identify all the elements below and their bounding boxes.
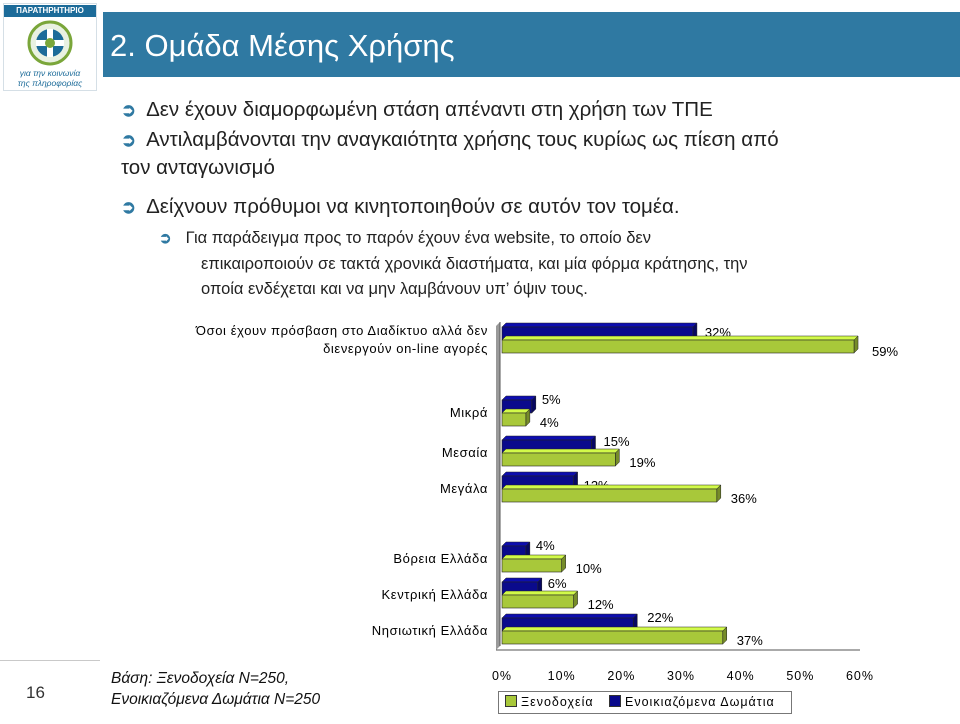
- slide-header: ΠΑΡΑΤΗΡΗΤΗΡΙΟ για την κοινωνία της πληρο…: [0, 0, 960, 95]
- data-label: 36%: [731, 491, 757, 506]
- observatory-logo: ΠΑΡΑΤΗΡΗΤΗΡΙΟ για την κοινωνία της πληρο…: [3, 3, 97, 91]
- bullet-2-text: Αντιλαμβάνονται την αναγκαιότητα χρήσης …: [146, 128, 779, 151]
- bar: [501, 488, 718, 503]
- data-label: 5%: [542, 392, 561, 407]
- bar-top-face: [501, 448, 620, 454]
- legend-item-hotels: Ξενοδοχεία: [505, 695, 594, 709]
- bar: [501, 594, 574, 609]
- data-label: 15%: [604, 434, 630, 449]
- bullet-2-continued: τον ανταγωνισμό: [121, 155, 275, 181]
- arrow-bullet-icon: ➲: [121, 197, 137, 217]
- bar: [501, 339, 855, 354]
- data-label: 59%: [872, 344, 898, 359]
- sample-base-note: Βάση: Ξενοδοχεία Ν=250, Ενοικιαζόμενα Δω…: [111, 668, 320, 710]
- legend-swatch-hotels: [505, 695, 517, 707]
- bullet-3: ➲ Δείχνουν πρόθυμοι να κινητοποιηθούν σε …: [121, 194, 680, 220]
- category-label: Βόρεια Ελλάδα: [393, 551, 488, 566]
- slide-title: 2. Ομάδα Μέσης Χρήσης: [110, 28, 455, 63]
- bar: [501, 630, 724, 645]
- x-tick-label: 20%: [607, 669, 635, 683]
- x-tick-label: 40%: [727, 669, 755, 683]
- x-tick-label: 0%: [492, 669, 512, 683]
- bullet-2: ➲ Αντιλαμβάνονται την αναγκαιότητα χρήσης…: [121, 127, 779, 153]
- bar-top-face: [501, 554, 567, 560]
- bar-top-face: [501, 484, 722, 490]
- category-label: Μικρά: [450, 405, 488, 420]
- category-label: Μεσαία: [442, 445, 488, 460]
- x-tick-label: 30%: [667, 669, 695, 683]
- data-label: 10%: [576, 561, 602, 576]
- arrow-bullet-icon: ➲: [121, 130, 137, 150]
- bar: [501, 412, 527, 427]
- bullet-1: ➲ Δεν έχουν διαμορφωμένη στάση απέναντι σ…: [121, 97, 713, 123]
- bar-top-face: [501, 408, 531, 414]
- footer-divider: [0, 660, 100, 661]
- legend-swatch-rooms: [609, 695, 621, 707]
- sub-bullet: ➲ Για παράδειγμα προς το παρόν έχουν ένα …: [159, 226, 651, 251]
- sub-bullet-line-1: Για παράδειγμα προς το παρόν έχουν ένα w…: [185, 229, 652, 247]
- data-label: 12%: [588, 597, 614, 612]
- data-label: 6%: [548, 576, 567, 591]
- category-label: Νησιωτική Ελλάδα: [372, 623, 488, 638]
- bar-top-face: [501, 577, 543, 583]
- base-note-line-2: Ενοικιαζόμενα Δωμάτια Ν=250: [111, 691, 321, 708]
- logo-emblem-icon: [27, 20, 73, 66]
- arrow-bullet-icon: ➲: [121, 100, 137, 120]
- data-label: 4%: [536, 538, 555, 553]
- page-number: 16: [26, 683, 45, 702]
- axis-wall: [496, 322, 500, 650]
- x-tick-label: 50%: [786, 669, 814, 683]
- data-label: 19%: [629, 455, 655, 470]
- legend-label-rooms: Ενοικιαζόμενα Δωμάτια: [625, 695, 775, 709]
- bar: [501, 452, 616, 467]
- data-label: 22%: [647, 610, 673, 625]
- sub-bullet-line-3: οποία ενδέχεται και να μην λαμβάνουν υπ’…: [201, 280, 588, 298]
- category-label: Όσοι έχουν πρόσβαση στο Διαδίκτυο αλλά δ…: [195, 323, 488, 338]
- data-label: 4%: [540, 415, 559, 430]
- bar-top-face: [501, 590, 579, 596]
- x-tick-label: 60%: [846, 669, 874, 683]
- x-tick-label: 10%: [548, 669, 576, 683]
- category-label: διενεργούν on-line αγορές: [323, 341, 488, 356]
- bar-top-face: [501, 613, 638, 619]
- legend-item-rooms: Ενοικιαζόμενα Δωμάτια: [609, 695, 775, 709]
- logo-name: ΠΑΡΑΤΗΡΗΤΗΡΙΟ: [4, 5, 96, 17]
- title-band: [103, 12, 960, 77]
- data-label: 37%: [737, 633, 763, 648]
- category-label: Μεγάλα: [440, 481, 488, 496]
- logo-tagline-2: της πληροφορίας: [17, 78, 83, 88]
- bar-top-face: [501, 541, 531, 547]
- bar-top-face: [501, 435, 597, 441]
- bar-top-face: [501, 395, 537, 401]
- bullet-2-text-continued: τον ανταγωνισμό: [121, 156, 275, 179]
- bar-top-face: [501, 471, 579, 477]
- bullet-3-text: Δείχνουν πρόθυμοι να κινητοποιηθούν σε α…: [146, 195, 680, 218]
- category-label: Κεντρική Ελλάδα: [382, 587, 488, 602]
- sub-bullet-line-2: επικαιροποιούν σε τακτά χρονικά διαστήμα…: [201, 255, 748, 273]
- bar-top-face: [501, 626, 728, 632]
- logo-tagline-1: για την κοινωνία: [19, 68, 81, 78]
- legend-label-hotels: Ξενοδοχεία: [521, 695, 594, 709]
- logo-tagline: για την κοινωνία της πληροφορίας: [4, 68, 96, 88]
- base-note-line-1: Βάση: Ξενοδοχεία Ν=250,: [111, 670, 290, 687]
- bar-top-face: [501, 335, 859, 341]
- bar: [501, 558, 562, 573]
- bar-top-face: [501, 322, 698, 328]
- bullet-1-text: Δεν έχουν διαμορφωμένη στάση απέναντι στ…: [146, 98, 713, 121]
- chart-legend: Ξενοδοχεία Ενοικιαζόμενα Δωμάτια: [498, 691, 792, 714]
- arrow-bullet-icon: ➲: [159, 230, 172, 247]
